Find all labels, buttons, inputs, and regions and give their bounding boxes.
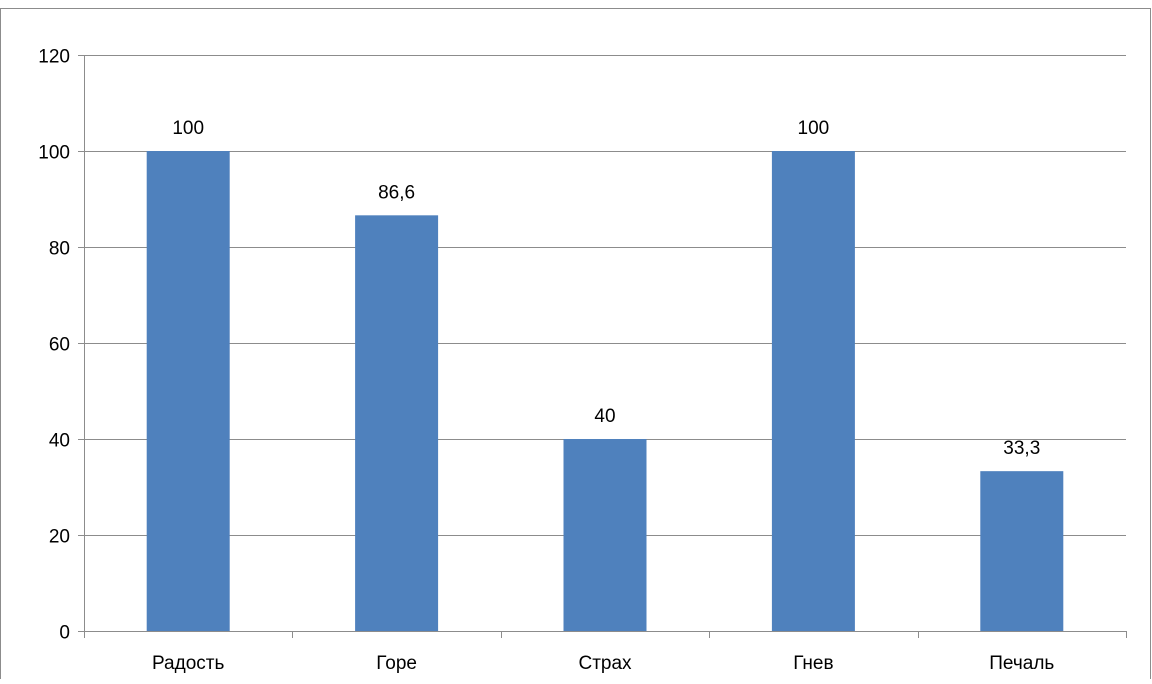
data-label: 86,6 [378,182,415,203]
data-label: 100 [798,118,830,139]
bar [771,151,855,631]
y-tick-label: 120 [38,47,70,68]
data-label: 33,3 [1003,438,1040,459]
y-tick-label: 0 [59,623,70,644]
y-tick-label: 20 [49,527,70,548]
y-tick-label: 40 [49,431,70,452]
x-tick-label: Страх [578,653,632,674]
bar [355,215,439,631]
bar [980,471,1064,631]
data-label: 100 [172,118,204,139]
data-label: 40 [594,406,615,427]
labels: 0 20 40 60 80 100 120 100 Радость 86,6 Горе 40 Страх… [38,47,1054,675]
x-tick-label: Горе [376,653,417,674]
y-tick-label: 100 [38,143,70,164]
y-tick-label: 80 [49,239,70,260]
bar [563,439,647,631]
bar [146,151,230,631]
x-tick-label: Радость [152,653,224,674]
axes [78,55,1127,638]
x-tick-label: Печаль [989,653,1054,674]
y-tick-label: 60 [49,335,70,356]
x-tick-label: Гнев [793,653,833,674]
bars [146,151,1064,631]
